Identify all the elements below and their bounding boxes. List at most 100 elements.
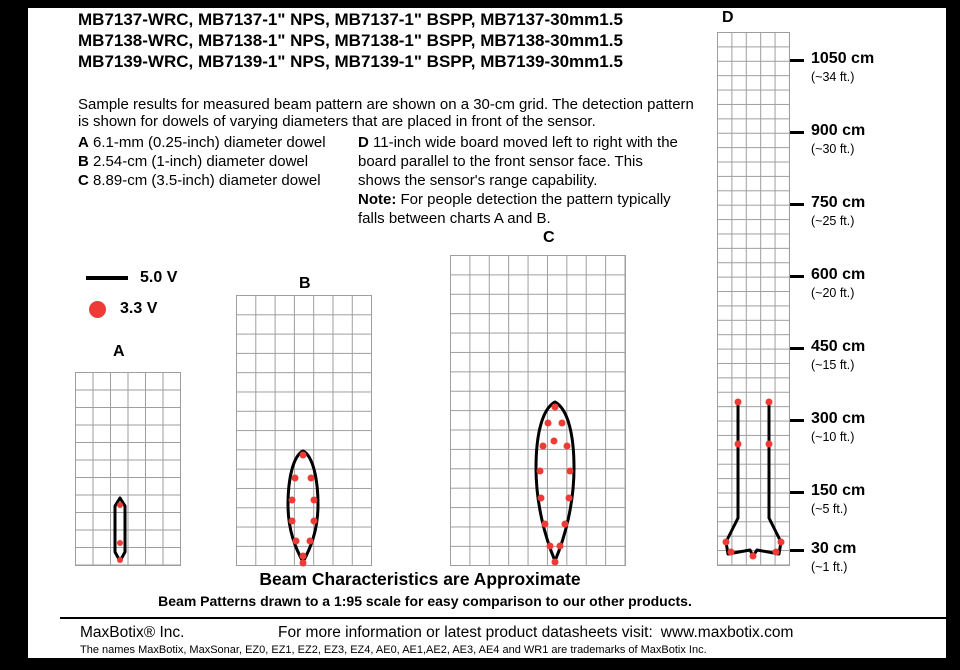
- footer-info-text: For more information or latest product d…: [278, 624, 653, 641]
- scale-ft: (~20 ft.): [811, 286, 855, 300]
- legend-row-3v3: 3.3 V: [86, 297, 177, 321]
- chart-label-a: A: [113, 343, 125, 360]
- beam-pattern-d: [722, 398, 785, 560]
- voltage-3v3-dot: [541, 520, 549, 528]
- voltage-3v3-dot: [566, 467, 574, 475]
- voltage-3v3-dot: [563, 442, 571, 450]
- dowel-item-c: C 8.89-cm (3.5-inch) diameter dowel: [78, 171, 326, 190]
- voltage-3v3-dot: [777, 538, 785, 546]
- voltage-3v3-dot: [299, 559, 307, 567]
- voltage-3v3-dot: [561, 520, 569, 528]
- voltage-3v3-dot: [288, 496, 296, 504]
- scale-cm: 750 cm: [811, 194, 866, 211]
- board-key: D: [358, 134, 369, 151]
- page-border-bottom: [0, 658, 960, 670]
- scale-tick-icon: [790, 549, 804, 552]
- dowel-text-a: 6.1-mm (0.25-inch) diameter dowel: [93, 134, 326, 151]
- scale-ft: (~30 ft.): [811, 142, 855, 156]
- board-text-body: 11-inch wide board moved left to right w…: [358, 134, 678, 189]
- grid-d: [717, 32, 790, 566]
- scale-cm: 900 cm: [811, 122, 866, 139]
- scale-ft: (~15 ft.): [811, 358, 855, 372]
- voltage-3v3-dot: [292, 537, 300, 545]
- dowel-text-b: 2.54-cm (1-inch) diameter dowel: [93, 153, 309, 170]
- voltage-3v3-dot: [550, 437, 558, 445]
- grid-b: [236, 295, 372, 566]
- board-text: D 11-inch wide board moved left to right…: [358, 133, 680, 190]
- voltage-3v3-dot: [765, 440, 773, 448]
- dowel-item-a: A 6.1-mm (0.25-inch) diameter dowel: [78, 133, 326, 152]
- voltage-3v3-dot: [727, 548, 735, 556]
- scale-mark-450: 450 cm (~15 ft.): [790, 338, 865, 373]
- scale-tick-icon: [790, 131, 804, 134]
- voltage-3v3-dot: [310, 496, 318, 504]
- voltage-3v3-dot: [749, 552, 757, 560]
- voltage-3v3-dot: [765, 398, 773, 406]
- board-note: Note: For people detection the pattern t…: [358, 190, 680, 228]
- grid-c: [450, 255, 626, 566]
- dowel-item-b: B 2.54-cm (1-inch) diameter dowel: [78, 152, 326, 171]
- voltage-3v3-dot: [117, 540, 123, 546]
- line-swatch-icon: [86, 276, 128, 280]
- footer-divider: [60, 617, 946, 619]
- dot-swatch-icon: [89, 300, 106, 318]
- product-title-line-2: MB7138-WRC, MB7138-1" NPS, MB7138-1" BSP…: [78, 31, 623, 50]
- intro-text: Sample results for measured beam pattern…: [78, 96, 694, 130]
- voltage-3v3-dot: [772, 548, 780, 556]
- footer-url: www.maxbotix.com: [660, 624, 794, 641]
- voltage-3v3-dot: [288, 517, 296, 525]
- scale-cm: 150 cm: [811, 482, 866, 499]
- scale-mark-900: 900 cm (~30 ft.): [790, 122, 865, 157]
- product-title-block: MB7137-WRC, MB7137-1" NPS, MB7137-1" BSP…: [78, 9, 623, 72]
- voltage-3v3-dot: [565, 494, 573, 502]
- scale-ft: (~25 ft.): [811, 214, 855, 228]
- grid-a: [75, 372, 181, 566]
- dowel-key-c: C: [78, 172, 89, 189]
- scale-cm: 600 cm: [811, 266, 866, 283]
- voltage-3v3-dot: [299, 451, 307, 459]
- voltage-3v3-dot: [551, 558, 559, 566]
- beam-d-outline: [724, 400, 783, 558]
- dowel-list: A 6.1-mm (0.25-inch) diameter dowel B 2.…: [78, 133, 326, 190]
- voltage-3v3-dot: [546, 542, 554, 550]
- voltage-3v3-dot: [307, 474, 315, 482]
- beam-pattern-b: [286, 449, 320, 567]
- page-border-top: [0, 0, 960, 8]
- scale-mark-750: 750 cm (~25 ft.): [790, 194, 865, 229]
- scale-cm: 300 cm: [811, 410, 866, 427]
- scale-ft: (~1 ft.): [811, 560, 848, 574]
- voltage-3v3-dot: [306, 537, 314, 545]
- scale-cm: 1050 cm: [811, 50, 875, 67]
- chart-label-b: B: [299, 275, 311, 292]
- chart-label-d: D: [722, 9, 734, 26]
- trademark-line: The names MaxBotix, MaxSonar, EZ0, EZ1, …: [80, 644, 707, 656]
- voltage-3v3-dot: [558, 419, 566, 427]
- scale-mark-600: 600 cm (~20 ft.): [790, 266, 865, 301]
- voltage-3v3-dot: [734, 440, 742, 448]
- note-label: Note:: [358, 191, 397, 208]
- dowel-text-c: 8.89-cm (3.5-inch) diameter dowel: [93, 172, 321, 189]
- beam-pattern-a: [113, 496, 127, 563]
- voltage-3v3-dot: [536, 467, 544, 475]
- footer-info: For more information or latest product d…: [278, 624, 793, 642]
- note-text: For people detection the pattern typical…: [358, 191, 671, 227]
- scale-mark-150: 150 cm (~5 ft.): [790, 482, 865, 517]
- page-border-left: [0, 0, 28, 670]
- legend-label-3v3: 3.3 V: [120, 300, 158, 317]
- voltage-3v3-dot: [291, 474, 299, 482]
- scale-tick-icon: [790, 419, 804, 422]
- dowel-key-a: A: [78, 134, 89, 151]
- scale-mark-1050: 1050 cm (~34 ft.): [790, 50, 874, 85]
- legend-label-5v: 5.0 V: [140, 269, 178, 286]
- scale-tick-icon: [790, 347, 804, 350]
- beam-c-outline: [534, 400, 576, 563]
- page-border-right: [946, 0, 960, 670]
- product-title-line-3: MB7139-WRC, MB7139-1" NPS, MB7139-1" BSP…: [78, 52, 623, 71]
- voltage-3v3-dot: [537, 494, 545, 502]
- beam-b-outline: [286, 449, 320, 564]
- company-name: MaxBotix® Inc.: [80, 624, 185, 641]
- voltage-3v3-dot: [117, 557, 123, 563]
- product-title-line-1: MB7137-WRC, MB7137-1" NPS, MB7137-1" BSP…: [78, 10, 623, 29]
- voltage-3v3-dot: [556, 542, 564, 550]
- dowel-key-b: B: [78, 153, 89, 170]
